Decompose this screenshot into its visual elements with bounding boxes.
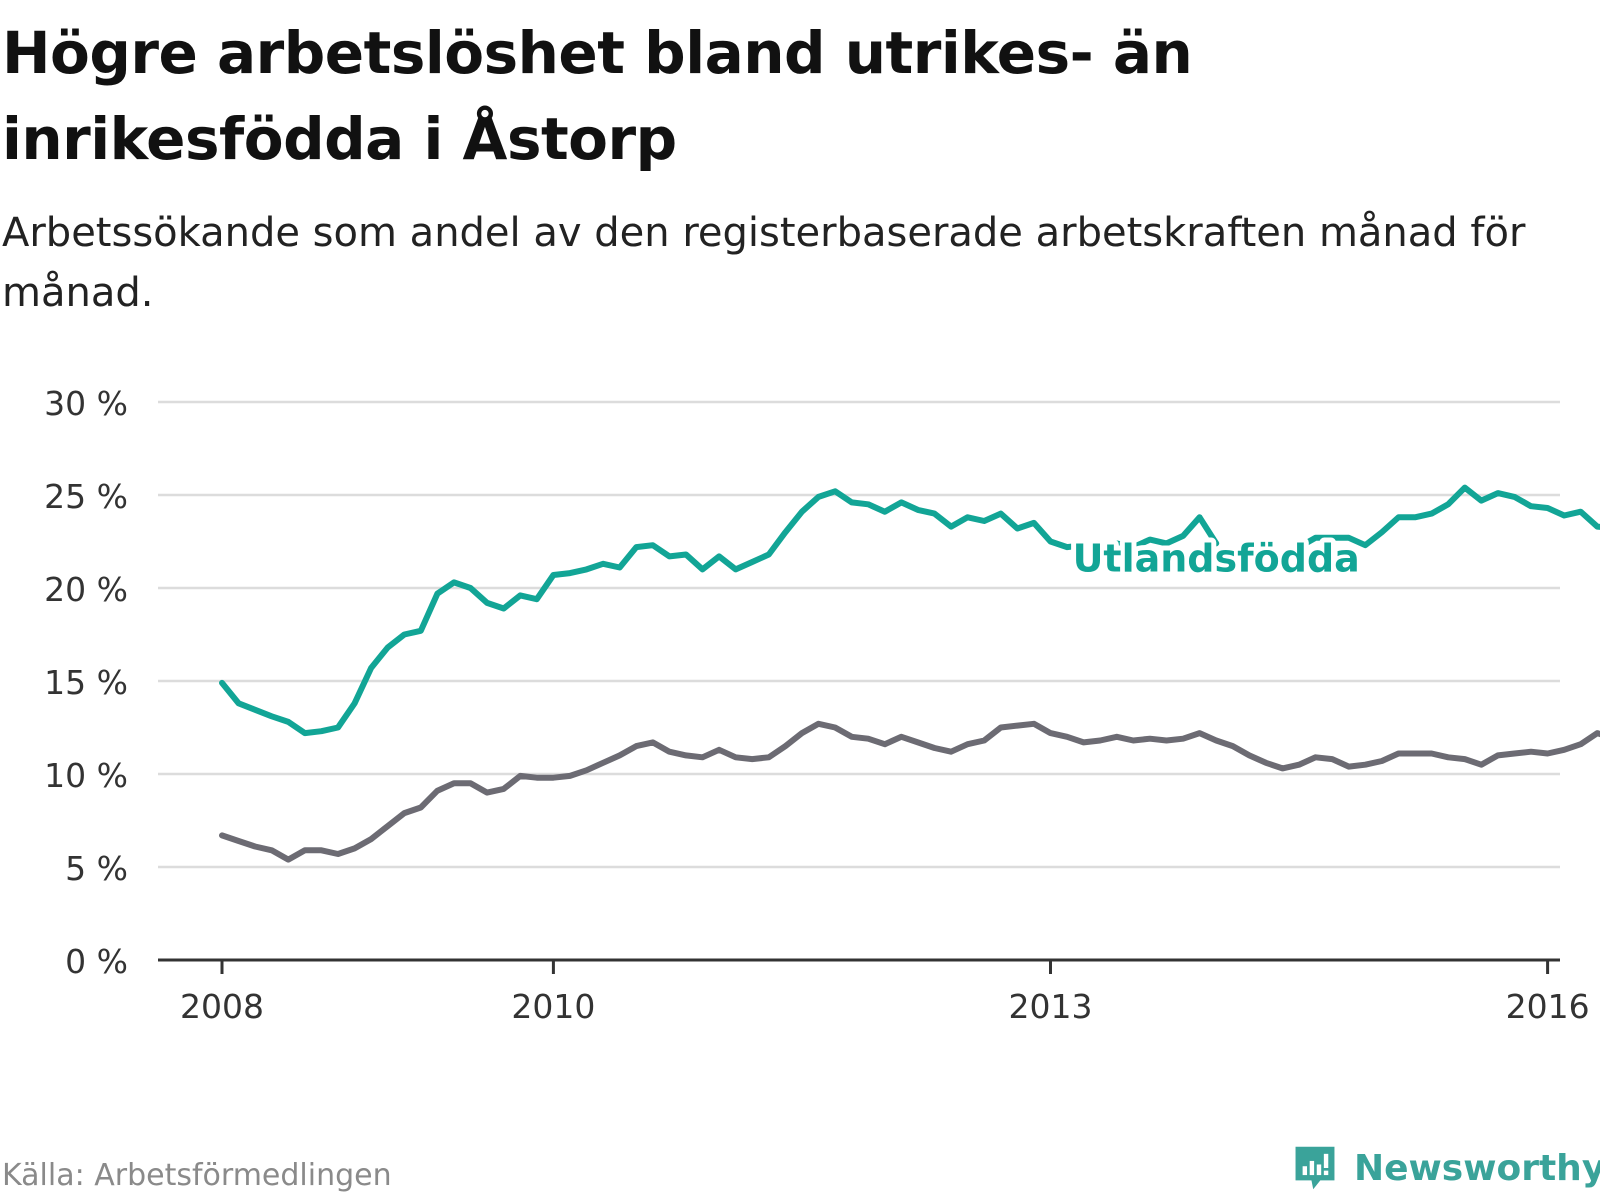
x-tick-label: 2008 bbox=[180, 987, 264, 1026]
foreign-born-line bbox=[219, 488, 1220, 737]
y-tick-label: 10 % bbox=[44, 756, 128, 795]
newsworthy-logo[interactable]: Newsworthy bbox=[1292, 1140, 1600, 1196]
x-tick-label: 2016 bbox=[1506, 987, 1590, 1026]
gridlines bbox=[158, 400, 1560, 869]
brand-name: Newsworthy bbox=[1354, 1147, 1600, 1189]
y-tick-label: 20 % bbox=[44, 570, 128, 609]
y-tick-label: 0 % bbox=[65, 942, 128, 981]
y-tick-label: 30 % bbox=[44, 384, 128, 423]
y-tick-label: 5 % bbox=[65, 849, 128, 888]
y-tick-label: 25 % bbox=[44, 477, 128, 516]
series-lines bbox=[219, 484, 1600, 863]
x-axis-ticks: 2008201020132016201820212023 bbox=[180, 960, 1590, 1026]
x-tick-label: 2013 bbox=[1009, 987, 1093, 1026]
foreign-born-line bbox=[1296, 484, 1600, 551]
y-axis-ticks: 0 % 5 % 10 % 15 % 20 % 25 % 30 % bbox=[44, 384, 128, 981]
y-tick-label: 15 % bbox=[44, 663, 128, 702]
foreign-born-series-label: Utlandsfödda bbox=[1073, 536, 1360, 580]
line-chart: 0 % 5 % 10 % 15 % 20 % 25 % 30 % 2008 2010 2013 2… bbox=[44, 384, 1600, 1026]
total-unemployment-line bbox=[219, 720, 1600, 863]
series-labels: UtlandsföddaTotal arbetslöshet17 %9,1 % bbox=[1068, 531, 1365, 585]
chart-subtitle: Arbetssökande som andel av den registerb… bbox=[2, 210, 1526, 316]
source-note: Källa: Arbetsförmedlingen bbox=[2, 1158, 392, 1193]
newsworthy-logo-icon bbox=[1295, 1146, 1335, 1190]
chart-title: Högre arbetslöshet bland utrikes- än inr… bbox=[2, 19, 1193, 173]
x-tick-label: 2010 bbox=[511, 987, 595, 1026]
